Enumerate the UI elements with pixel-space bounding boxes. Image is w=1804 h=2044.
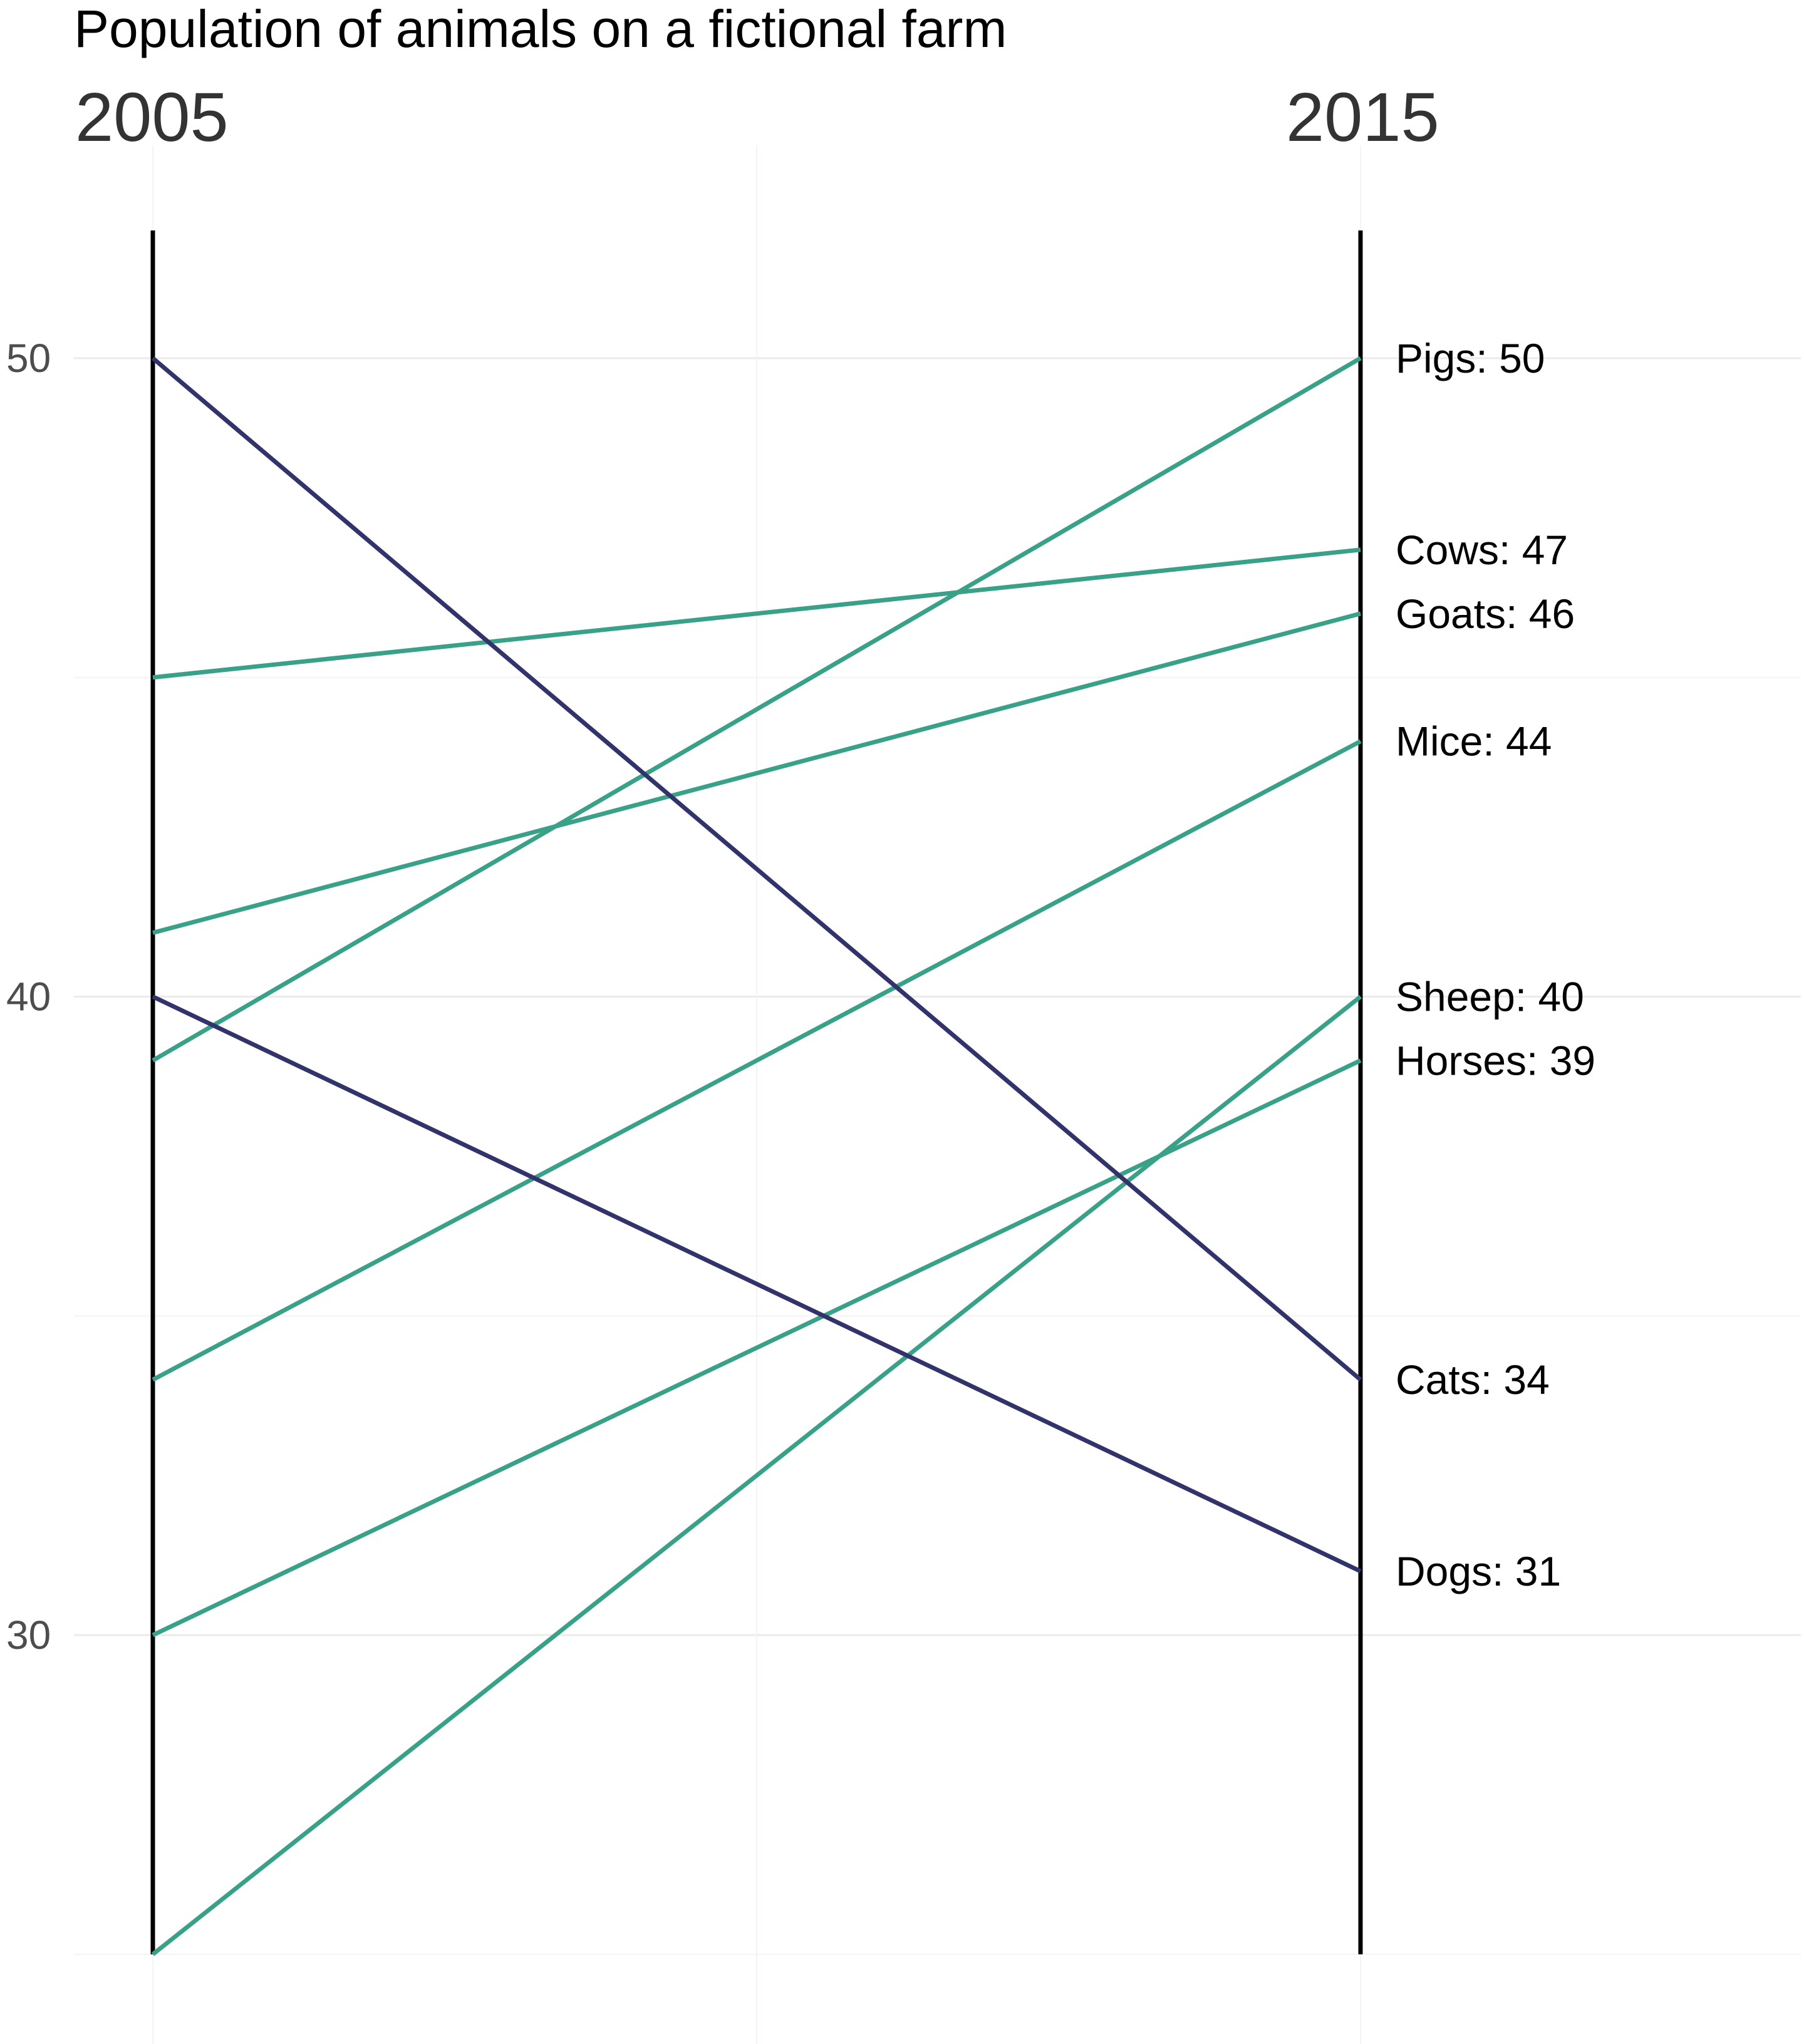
- series-line-mice: [152, 739, 1362, 1382]
- series-label-goats: Goats: 46: [1396, 591, 1575, 637]
- series-line-cows: [152, 547, 1361, 680]
- series-line-pigs: [152, 356, 1362, 1063]
- y-tick-40: 40: [6, 974, 51, 1019]
- series-lines: [151, 356, 1362, 1956]
- series-line-horses: [152, 1058, 1362, 1638]
- y-tick-labels: 30 40 50: [6, 336, 51, 1658]
- series-label-horses: Horses: 39: [1396, 1037, 1595, 1083]
- series-label-dogs: Dogs: 31: [1396, 1548, 1561, 1594]
- chart-title: Population of animals on a fictional far…: [74, 0, 1007, 58]
- series-label-cows: Cows: 47: [1396, 527, 1568, 573]
- x-label-2005: 2005: [75, 79, 229, 156]
- axes: [150, 230, 1363, 1954]
- series-line-dogs: [152, 994, 1362, 1574]
- series-label-cats: Cats: 34: [1396, 1356, 1550, 1403]
- series-label-pigs: Pigs: 50: [1396, 335, 1545, 381]
- series-line-cats: [151, 356, 1362, 1381]
- grid: [74, 145, 1801, 2044]
- series-line-goats: [152, 611, 1361, 935]
- y-tick-50: 50: [6, 336, 51, 381]
- series-label-mice: Mice: 44: [1396, 718, 1552, 765]
- series-label-sheep: Sheep: 40: [1396, 974, 1584, 1020]
- x-label-2015: 2015: [1286, 79, 1439, 156]
- y-tick-30: 30: [6, 1613, 51, 1658]
- series-labels: Pigs: 50 Cows: 47 Goats: 46 Mice: 44 Sheep: …: [1396, 335, 1595, 1594]
